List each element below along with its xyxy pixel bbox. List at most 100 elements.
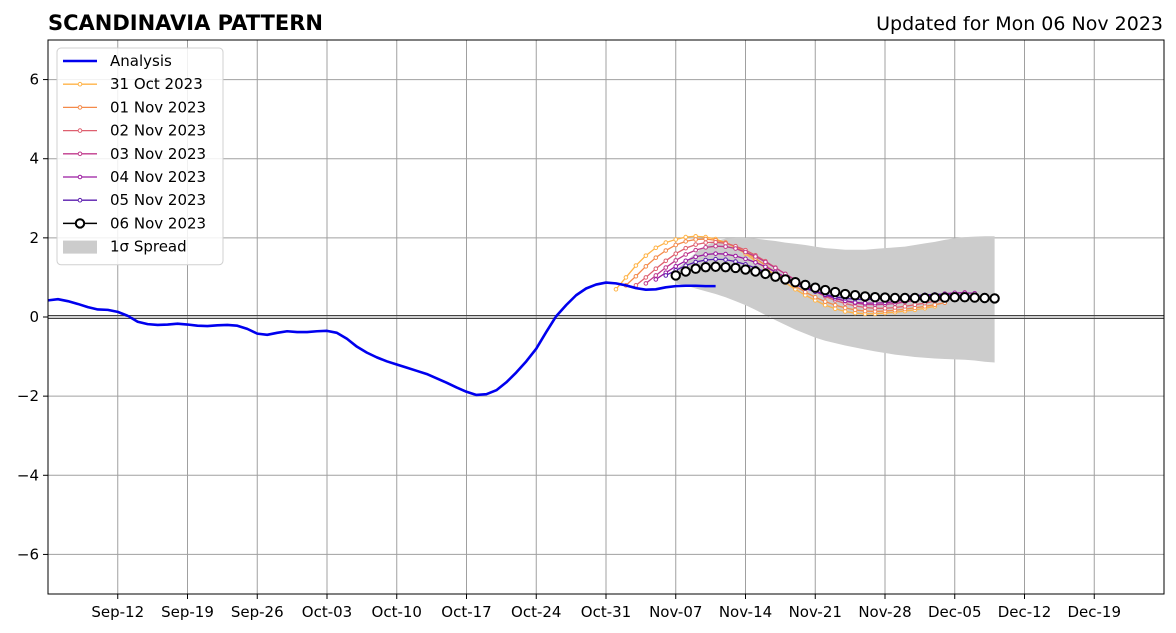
x-tick-label: Nov-28 <box>858 603 911 621</box>
series-point <box>753 254 758 259</box>
series-layer <box>47 233 1000 397</box>
plot-frame <box>47 39 1165 595</box>
legend-marker <box>77 128 83 133</box>
legend-label: 04 Nov 2023 <box>110 168 206 186</box>
series-point <box>663 265 669 270</box>
series-point <box>743 249 748 255</box>
series-point <box>790 276 801 288</box>
x-tick-label: Sep-12 <box>91 603 144 621</box>
y-tick-label: 2 <box>29 229 39 247</box>
series-point <box>673 251 679 256</box>
series-point <box>663 273 669 278</box>
chart-title: SCANDINAVIA PATTERN <box>48 11 323 35</box>
series-point <box>802 289 808 295</box>
legend-entry: 1σ Spread <box>63 238 187 256</box>
x-tick-label: Nov-14 <box>719 603 772 621</box>
series-point <box>663 240 669 245</box>
legend-label: 01 Nov 2023 <box>110 98 206 116</box>
x-tick-label: Nov-21 <box>789 603 842 621</box>
x-tick-label: Oct-03 <box>302 603 352 621</box>
series-point <box>673 242 679 248</box>
series-point <box>713 251 718 256</box>
tick-labels: Sep-12 Sep-19 Sep-26 Oct-03 Oct-10 Oct-17 Oct-… <box>17 71 1121 621</box>
series-point <box>643 281 649 286</box>
series-point <box>703 240 708 245</box>
series-point <box>810 282 821 293</box>
series-point <box>842 305 848 311</box>
series-point <box>820 284 831 296</box>
series-point <box>753 260 758 265</box>
y-tick-label: 0 <box>29 308 39 326</box>
series-point <box>693 242 698 247</box>
series-point <box>643 253 649 258</box>
series-point <box>989 293 1000 304</box>
series-point <box>760 268 771 280</box>
series-point <box>730 262 741 274</box>
series-point <box>713 243 718 249</box>
legend-marker <box>74 218 86 229</box>
legend-label: 03 Nov 2023 <box>110 145 206 163</box>
series-point <box>949 292 960 303</box>
series-point <box>633 263 639 268</box>
series-point <box>643 264 649 269</box>
series-point <box>723 251 728 257</box>
y-tick-label: −6 <box>17 545 39 563</box>
series-point <box>909 292 921 304</box>
series-point <box>713 256 718 262</box>
series-point <box>680 266 691 277</box>
series-point <box>663 258 669 264</box>
series-point <box>693 254 698 260</box>
series-point <box>653 273 659 278</box>
x-tick-label: Oct-31 <box>581 603 631 621</box>
series-point <box>959 292 970 303</box>
series-point <box>750 266 761 277</box>
x-tick-label: Dec-12 <box>998 603 1052 621</box>
series-point <box>969 292 980 303</box>
series-point <box>733 253 738 259</box>
series-point <box>613 287 619 292</box>
series-point <box>673 258 679 263</box>
x-tick-label: Dec-19 <box>1067 603 1121 621</box>
legend-entry: 02 Nov 2023 <box>63 122 206 140</box>
legend-marker <box>77 151 83 157</box>
series-point <box>862 300 868 306</box>
series-point <box>733 246 738 251</box>
series-point <box>849 290 861 301</box>
series-point <box>939 292 950 303</box>
y-tick-label: −4 <box>17 466 39 484</box>
legend-entry: 31 Oct 2023 <box>63 75 203 93</box>
series-point <box>770 271 781 282</box>
series-point <box>932 302 938 308</box>
series-point <box>832 302 838 308</box>
x-tick-label: Oct-17 <box>441 603 491 621</box>
chart-subtitle: Updated for Mon 06 Nov 2023 <box>876 13 1163 35</box>
series-point <box>710 261 721 272</box>
y-tick-label: 4 <box>29 150 39 168</box>
series-point <box>623 275 629 280</box>
series-point <box>683 245 689 251</box>
series-point <box>862 308 868 314</box>
series-point <box>670 270 681 281</box>
series-point <box>723 244 728 249</box>
x-tick-label: Sep-26 <box>231 603 284 621</box>
series-point <box>929 292 941 303</box>
series-point <box>832 306 838 311</box>
series-point <box>842 309 848 314</box>
legend-label: 05 Nov 2023 <box>110 191 206 209</box>
series-point <box>763 259 768 265</box>
series-point <box>653 277 659 282</box>
series-point <box>979 292 990 304</box>
series-point <box>800 279 811 291</box>
series-point <box>643 275 649 280</box>
series-point <box>852 307 858 313</box>
x-tick-label: Dec-05 <box>928 603 982 621</box>
series-point <box>872 305 878 311</box>
series-point <box>653 266 659 272</box>
series-point <box>919 292 931 304</box>
series-point <box>743 256 748 262</box>
series-point <box>912 302 918 308</box>
series-point <box>683 258 689 264</box>
series-point <box>740 264 751 275</box>
series-point <box>780 274 791 285</box>
